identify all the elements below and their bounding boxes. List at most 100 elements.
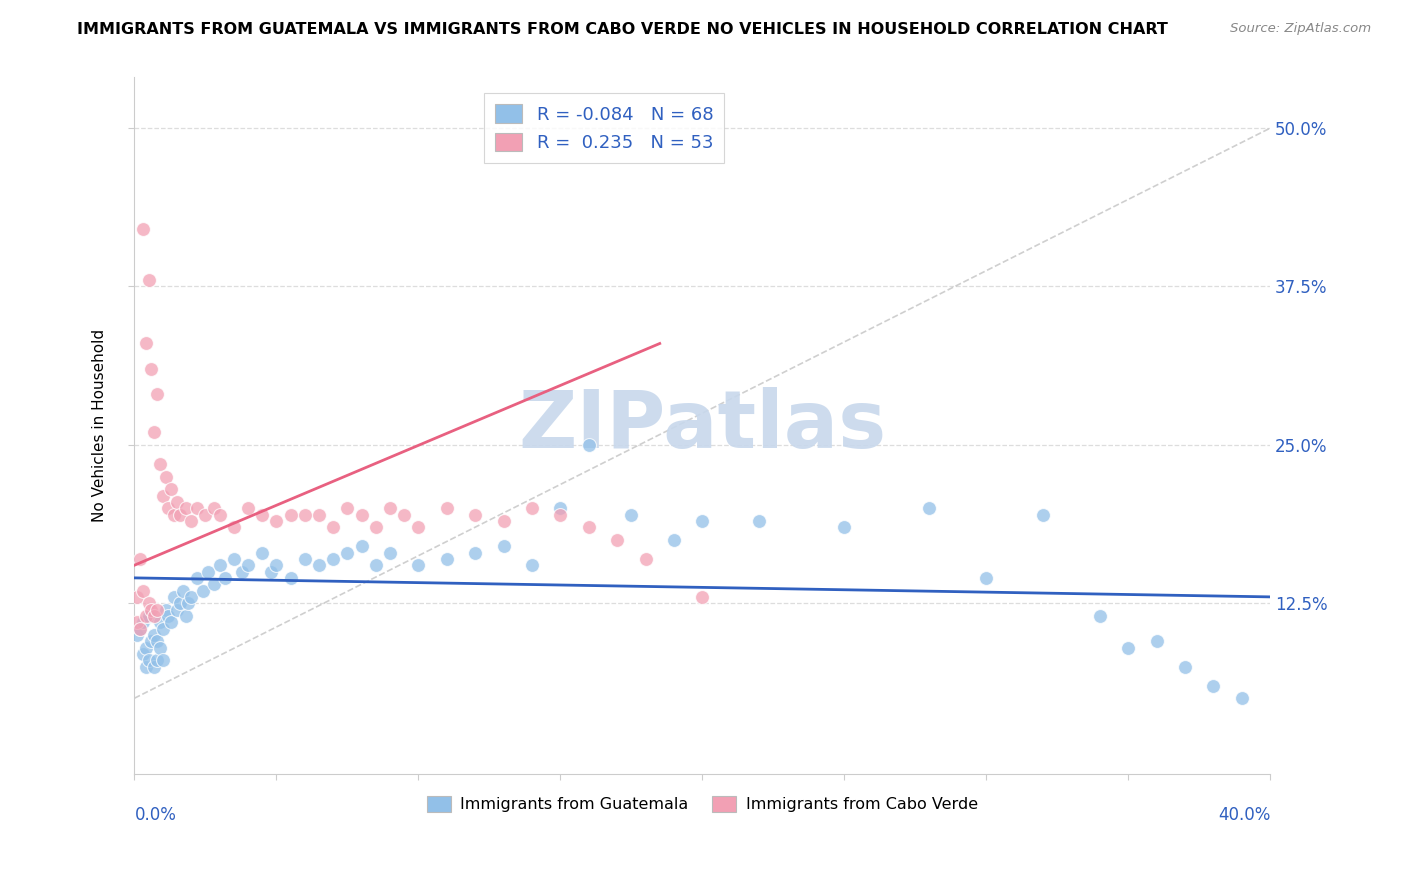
Point bbox=[294, 552, 316, 566]
Point bbox=[146, 653, 169, 667]
Point bbox=[634, 552, 657, 566]
Point bbox=[141, 361, 163, 376]
Point bbox=[266, 514, 288, 528]
Point bbox=[149, 615, 172, 630]
Point bbox=[197, 565, 219, 579]
Point bbox=[974, 571, 997, 585]
Point bbox=[1202, 679, 1225, 693]
Point bbox=[308, 508, 330, 522]
Point bbox=[464, 545, 486, 559]
Point bbox=[550, 508, 572, 522]
Point bbox=[260, 565, 283, 579]
Point bbox=[129, 622, 152, 636]
Point bbox=[208, 508, 231, 522]
Point bbox=[174, 501, 197, 516]
Point bbox=[250, 508, 273, 522]
Point bbox=[520, 558, 543, 573]
Point bbox=[135, 640, 157, 655]
Point bbox=[231, 565, 253, 579]
Point bbox=[135, 659, 157, 673]
Point bbox=[1174, 659, 1197, 673]
Text: ZIPatlas: ZIPatlas bbox=[519, 387, 886, 465]
Point bbox=[692, 514, 714, 528]
Legend: Immigrants from Guatemala, Immigrants from Cabo Verde: Immigrants from Guatemala, Immigrants fr… bbox=[420, 789, 984, 819]
Point bbox=[202, 577, 225, 591]
Point bbox=[143, 608, 166, 623]
Point bbox=[1146, 634, 1168, 648]
Point bbox=[408, 558, 430, 573]
Point bbox=[146, 387, 169, 401]
Text: IMMIGRANTS FROM GUATEMALA VS IMMIGRANTS FROM CABO VERDE NO VEHICLES IN HOUSEHOLD: IMMIGRANTS FROM GUATEMALA VS IMMIGRANTS … bbox=[77, 22, 1168, 37]
Point bbox=[202, 501, 225, 516]
Point bbox=[322, 552, 344, 566]
Point bbox=[408, 520, 430, 534]
Point bbox=[143, 628, 166, 642]
Point bbox=[141, 602, 163, 616]
Point bbox=[135, 336, 157, 351]
Point bbox=[194, 508, 217, 522]
Point bbox=[138, 596, 160, 610]
Point bbox=[436, 552, 458, 566]
Point bbox=[620, 508, 643, 522]
Point bbox=[166, 495, 188, 509]
Point bbox=[464, 508, 486, 522]
Point bbox=[129, 552, 152, 566]
Point bbox=[350, 539, 373, 553]
Point bbox=[180, 514, 202, 528]
Point bbox=[138, 273, 160, 287]
Point bbox=[834, 520, 856, 534]
Point bbox=[138, 653, 160, 667]
Point bbox=[129, 622, 152, 636]
Point bbox=[520, 501, 543, 516]
Point bbox=[152, 653, 174, 667]
Point bbox=[138, 608, 160, 623]
Point bbox=[294, 508, 316, 522]
Point bbox=[1230, 691, 1253, 706]
Point bbox=[127, 615, 149, 630]
Point bbox=[1032, 508, 1054, 522]
Point bbox=[222, 552, 245, 566]
Point bbox=[436, 501, 458, 516]
Point bbox=[336, 501, 359, 516]
Point bbox=[160, 482, 183, 496]
Point bbox=[266, 558, 288, 573]
Point bbox=[662, 533, 685, 547]
Point bbox=[127, 590, 149, 604]
Point bbox=[169, 596, 191, 610]
Point bbox=[174, 608, 197, 623]
Point bbox=[180, 590, 202, 604]
Point bbox=[550, 501, 572, 516]
Point bbox=[492, 514, 515, 528]
Text: 40.0%: 40.0% bbox=[1218, 806, 1270, 824]
Point bbox=[135, 608, 157, 623]
Point bbox=[191, 583, 214, 598]
Point bbox=[208, 558, 231, 573]
Point bbox=[214, 571, 236, 585]
Point bbox=[578, 438, 600, 452]
Point bbox=[149, 457, 172, 471]
Point bbox=[143, 425, 166, 440]
Point bbox=[606, 533, 628, 547]
Point bbox=[236, 558, 259, 573]
Point bbox=[308, 558, 330, 573]
Point bbox=[132, 647, 155, 661]
Point bbox=[155, 602, 177, 616]
Point bbox=[157, 608, 180, 623]
Point bbox=[157, 501, 180, 516]
Point bbox=[143, 659, 166, 673]
Point bbox=[152, 489, 174, 503]
Point bbox=[146, 634, 169, 648]
Point bbox=[280, 508, 302, 522]
Point bbox=[141, 634, 163, 648]
Point bbox=[172, 583, 194, 598]
Y-axis label: No Vehicles in Household: No Vehicles in Household bbox=[93, 329, 107, 523]
Point bbox=[132, 583, 155, 598]
Point bbox=[918, 501, 941, 516]
Point bbox=[350, 508, 373, 522]
Point bbox=[378, 501, 401, 516]
Point bbox=[336, 545, 359, 559]
Point bbox=[177, 596, 200, 610]
Point bbox=[1116, 640, 1139, 655]
Point bbox=[132, 615, 155, 630]
Point bbox=[364, 558, 387, 573]
